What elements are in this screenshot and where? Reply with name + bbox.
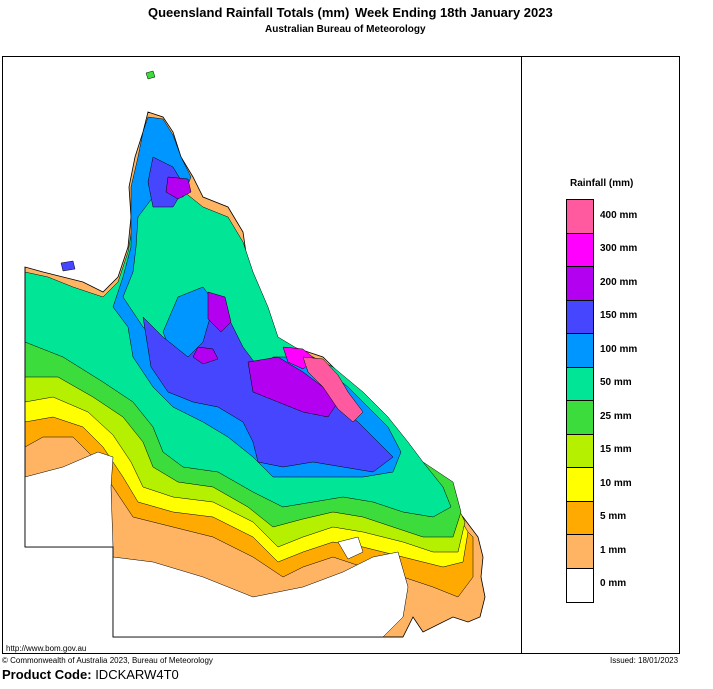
- frame-divider: [521, 56, 522, 654]
- legend-swatch: [567, 501, 593, 535]
- legend-swatch: [567, 200, 593, 234]
- legend-label: 0 mm: [600, 578, 627, 590]
- period-text: Week Ending 18th January 2023: [355, 5, 553, 20]
- legend-title: Rainfall (mm): [570, 178, 634, 189]
- zone-200mm-central: [207, 291, 232, 333]
- legend-swatch: [567, 267, 593, 301]
- state-border: [24, 267, 403, 638]
- legend-label: 400 mm: [600, 209, 638, 221]
- legend-scale: [566, 199, 594, 603]
- legend-label: 50 mm: [600, 377, 632, 389]
- legend-swatch: [567, 300, 593, 334]
- legend-swatch: [567, 233, 593, 267]
- zone-400mm: [302, 356, 364, 423]
- legend-swatch: [567, 535, 593, 569]
- legend-swatch: [567, 568, 593, 602]
- legend-swatch: [567, 401, 593, 435]
- legend-label: 100 mm: [600, 343, 638, 355]
- legend-label: 1 mm: [600, 544, 627, 556]
- legend-label: 15 mm: [600, 444, 632, 456]
- product-code-line: Product Code: IDCKARW4T0: [2, 667, 179, 682]
- subtitle-text: Australian Bureau of Meteorology: [265, 24, 426, 35]
- url-text: http://www.bom.gov.au: [6, 644, 87, 653]
- rainfall-map: [24, 70, 486, 638]
- zone-200mm-south: [192, 346, 219, 365]
- legend-label: 300 mm: [600, 243, 638, 255]
- legend-label: 10 mm: [600, 477, 632, 489]
- zone-200mm-east: [247, 356, 339, 418]
- issued-text: Issued: 18/01/2023: [610, 656, 679, 665]
- legend-swatch: [567, 367, 593, 401]
- island-gulf: [60, 260, 76, 272]
- zone-200mm: [165, 176, 192, 200]
- product-code: IDCKARW4T0: [95, 667, 179, 682]
- legend-label: 200 mm: [600, 276, 638, 288]
- legend-label: 5 mm: [600, 511, 627, 523]
- legend-label: 25 mm: [600, 410, 632, 422]
- island: [145, 70, 156, 80]
- product-label: Product Code:: [2, 667, 92, 682]
- legend-swatch: [567, 334, 593, 368]
- dry-zone-southeast: [337, 536, 364, 560]
- map-frame: [2, 56, 680, 654]
- title-text: Queensland Rainfall Totals (mm): [148, 5, 350, 20]
- legend-swatch: [567, 434, 593, 468]
- legend-label: 150 mm: [600, 310, 638, 322]
- copyright-text: © Commonwealth of Australia 2023, Bureau…: [2, 656, 213, 665]
- legend-swatch: [567, 468, 593, 502]
